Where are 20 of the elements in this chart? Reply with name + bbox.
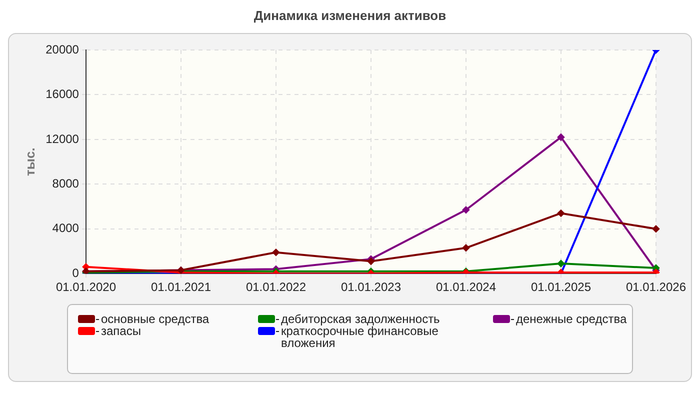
x-tick-label: 01.01.2022 <box>246 280 306 294</box>
legend-label: основные средства <box>101 312 210 326</box>
y-tick-label: 0 <box>72 266 80 280</box>
x-tick-label: 01.01.2024 <box>436 280 496 294</box>
y-axis-title: тыс. <box>22 148 38 176</box>
legend-label: денежные средства <box>516 312 627 326</box>
chart-title: Динамика изменения активов <box>252 8 448 23</box>
x-tick-label: 01.01.2021 <box>150 280 212 294</box>
x-tick-label: 01.01.2025 <box>530 280 592 294</box>
y-tick-label: 20000 <box>46 42 80 56</box>
x-tick-label: 01.01.2026 <box>626 280 686 294</box>
legend-label: краткосрочные финансовые вложения <box>281 324 438 350</box>
legend-label: дебиторская задолженность <box>281 312 440 326</box>
y-tick-label: 4000 <box>52 221 80 236</box>
legend-label: запасы <box>101 324 141 338</box>
y-tick-label: 12000 <box>46 132 80 146</box>
x-tick-label: 01.01.2023 <box>340 280 402 294</box>
y-tick-label: 8000 <box>52 176 80 190</box>
y-tick-label: 16000 <box>46 87 80 102</box>
x-tick-label: 01.01.2020 <box>56 280 116 294</box>
